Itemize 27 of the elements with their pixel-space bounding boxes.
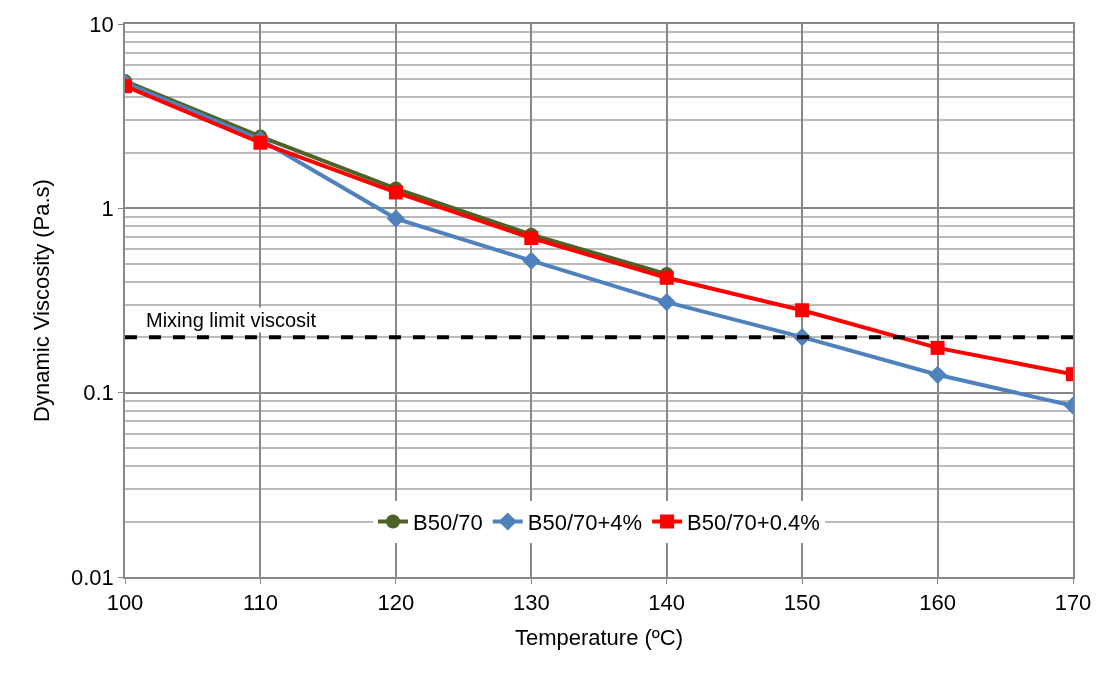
point [524, 231, 539, 246]
point [930, 340, 945, 355]
x-tick-label: 100 [106, 590, 144, 616]
point [928, 365, 947, 384]
point [795, 303, 810, 318]
x-tick-label: 170 [1054, 590, 1092, 616]
y-tick-label: 0.01 [71, 564, 114, 590]
x-axis-title: Temperature (ºC) [514, 624, 684, 650]
y-tick-label: 0.1 [83, 380, 114, 406]
x-tick-label: 160 [919, 590, 956, 616]
legend-label: B50/70 [413, 510, 483, 536]
x-tick-label: 140 [648, 590, 686, 616]
ref-line-label: Mixing limit viscosit [146, 309, 317, 331]
legend-label: B50/70+0.4% [687, 510, 820, 536]
point [386, 209, 405, 228]
point [388, 185, 403, 200]
y-axis-title: Dynamic Viscosity (Pa.s) [29, 179, 55, 422]
point [253, 135, 268, 150]
point [657, 292, 676, 312]
legend-label: B50/70+4% [527, 510, 643, 536]
point [522, 251, 541, 270]
x-tick-label: 150 [783, 590, 821, 616]
x-tick-label: 110 [242, 590, 278, 616]
y-tick-label: 1 [101, 196, 114, 222]
y-tick-label: 10 [89, 11, 114, 37]
x-tick-label: 120 [377, 590, 415, 616]
x-tick-label: 130 [512, 590, 550, 616]
